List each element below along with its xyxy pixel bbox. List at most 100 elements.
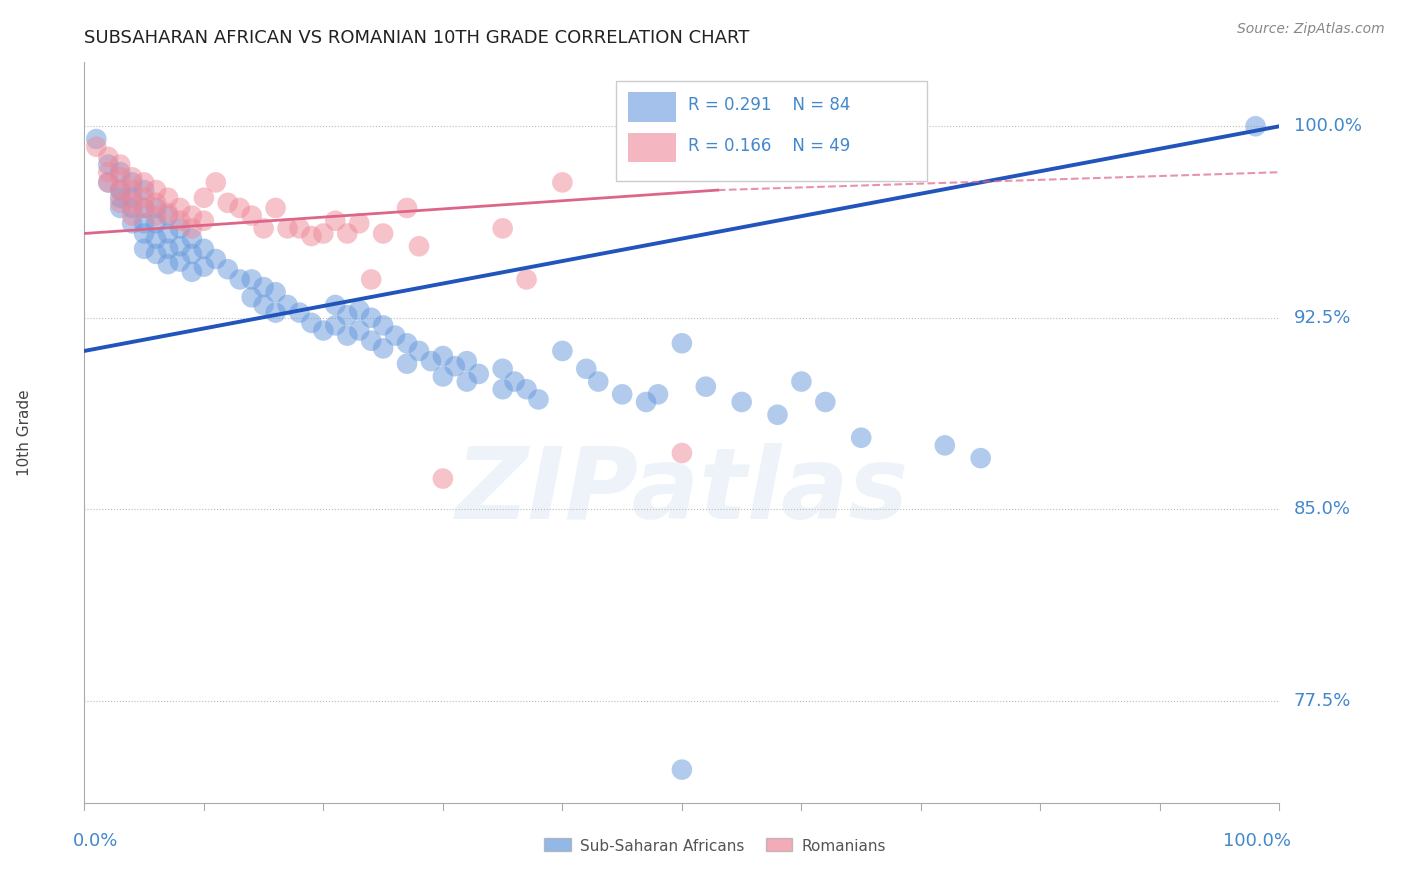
Point: [349, 303, 371, 318]
Point: [349, 324, 371, 338]
Text: ZIPatlas: ZIPatlas: [456, 443, 908, 541]
Point: [193, 242, 215, 256]
Point: [121, 183, 143, 197]
Point: [301, 316, 323, 330]
Point: [157, 257, 180, 271]
Point: [181, 231, 204, 245]
Point: [121, 191, 143, 205]
Point: [695, 379, 717, 393]
Point: [157, 242, 180, 256]
Point: [612, 387, 634, 401]
Point: [121, 195, 143, 210]
Point: [132, 183, 156, 197]
Point: [766, 408, 789, 422]
Text: Sub-Saharan Africans: Sub-Saharan Africans: [581, 838, 745, 854]
Point: [432, 369, 454, 384]
Point: [325, 298, 347, 312]
Point: [240, 290, 263, 304]
Text: R = 0.166    N = 49: R = 0.166 N = 49: [688, 137, 851, 155]
Point: [396, 357, 419, 371]
Point: [157, 209, 180, 223]
Point: [110, 165, 132, 179]
Point: [132, 201, 156, 215]
Point: [169, 201, 191, 215]
Point: [193, 260, 215, 274]
Point: [121, 176, 143, 190]
Point: [132, 242, 156, 256]
Point: [157, 227, 180, 241]
Point: [1244, 120, 1267, 134]
Point: [384, 328, 406, 343]
Point: [97, 157, 120, 171]
Point: [516, 272, 538, 286]
Point: [851, 431, 873, 445]
Point: [671, 446, 693, 460]
Point: [253, 298, 276, 312]
Point: [312, 324, 335, 338]
Point: [336, 328, 359, 343]
Point: [181, 221, 204, 235]
Point: [360, 272, 382, 286]
Point: [516, 382, 538, 396]
Text: 100.0%: 100.0%: [1223, 832, 1292, 850]
Point: [408, 343, 430, 358]
Point: [97, 176, 120, 190]
Text: Romanians: Romanians: [801, 838, 886, 854]
Point: [671, 763, 693, 777]
Point: [325, 213, 347, 227]
Point: [121, 216, 143, 230]
Point: [492, 382, 515, 396]
Point: [110, 183, 132, 197]
Point: [97, 176, 120, 190]
Point: [110, 157, 132, 171]
Point: [456, 354, 478, 368]
Point: [349, 216, 371, 230]
Point: [492, 361, 515, 376]
Point: [181, 247, 204, 261]
Point: [671, 336, 693, 351]
Point: [288, 221, 311, 235]
Point: [97, 165, 120, 179]
Point: [110, 201, 132, 215]
Point: [193, 213, 215, 227]
Point: [110, 195, 132, 210]
Text: R = 0.291    N = 84: R = 0.291 N = 84: [688, 96, 851, 114]
Point: [492, 221, 515, 235]
Point: [169, 213, 191, 227]
Text: SUBSAHARAN AFRICAN VS ROMANIAN 10TH GRADE CORRELATION CHART: SUBSAHARAN AFRICAN VS ROMANIAN 10TH GRAD…: [84, 29, 749, 47]
Text: Source: ZipAtlas.com: Source: ZipAtlas.com: [1237, 22, 1385, 37]
Point: [205, 252, 228, 266]
Point: [240, 209, 263, 223]
Point: [145, 247, 167, 261]
Point: [181, 209, 204, 223]
FancyBboxPatch shape: [616, 81, 927, 181]
Point: [790, 375, 813, 389]
Point: [145, 201, 167, 215]
Point: [86, 139, 108, 153]
Bar: [766, 838, 792, 851]
Point: [456, 375, 478, 389]
Point: [169, 221, 191, 235]
Point: [731, 395, 754, 409]
Point: [503, 375, 526, 389]
Point: [432, 349, 454, 363]
Text: 77.5%: 77.5%: [1294, 691, 1351, 710]
Point: [336, 308, 359, 322]
Point: [970, 451, 993, 466]
Text: 85.0%: 85.0%: [1294, 500, 1351, 518]
Point: [288, 305, 311, 319]
Point: [551, 176, 574, 190]
Point: [132, 216, 156, 230]
Point: [205, 176, 228, 190]
Point: [325, 318, 347, 333]
Point: [121, 201, 143, 215]
Point: [110, 183, 132, 197]
Point: [157, 191, 180, 205]
Point: [145, 209, 167, 223]
Point: [145, 195, 167, 210]
Point: [121, 170, 143, 185]
Point: [253, 221, 276, 235]
FancyBboxPatch shape: [628, 133, 676, 162]
Point: [110, 191, 132, 205]
Point: [132, 191, 156, 205]
